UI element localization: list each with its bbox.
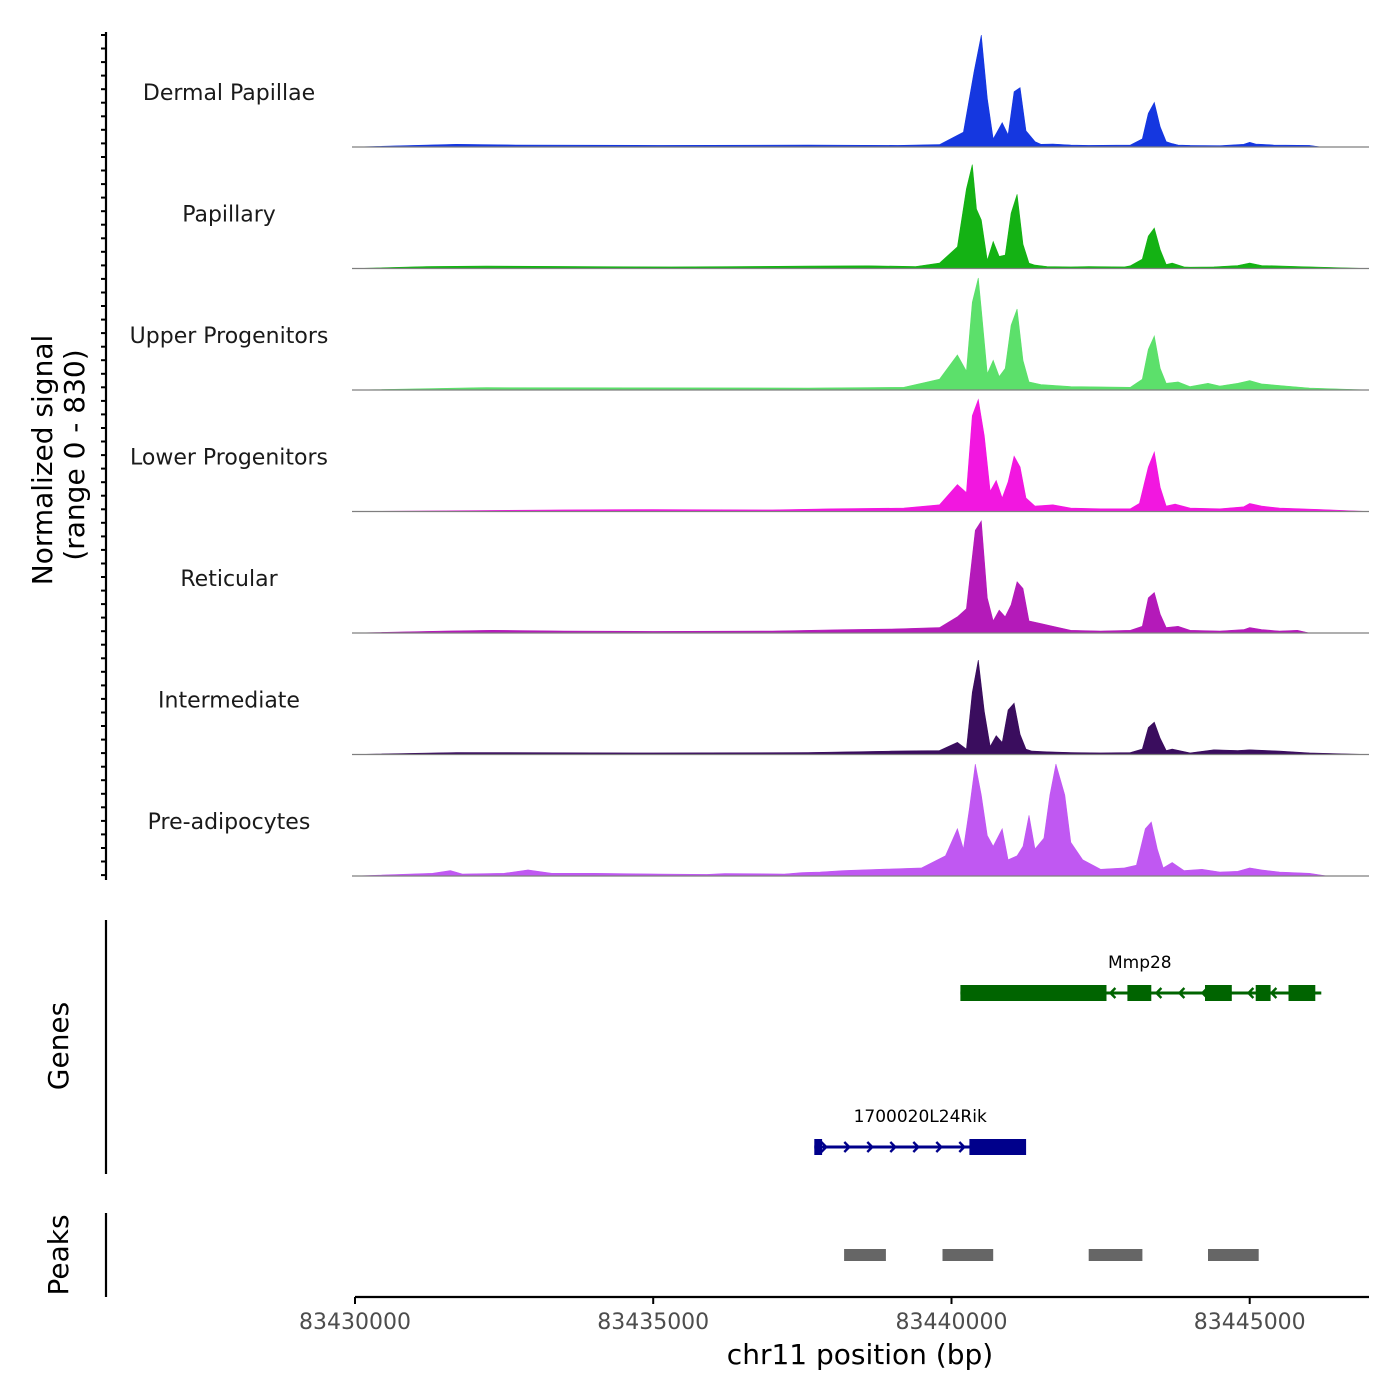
track-label: Papillary (182, 203, 276, 228)
track-label: Lower Progenitors (130, 446, 328, 471)
strand-arrow (935, 1141, 943, 1153)
x-tick-label: 83445000 (1194, 1310, 1306, 1335)
signal-area-papillary (354, 164, 1370, 269)
strand-arrow (1269, 987, 1278, 999)
gene-exon (1255, 985, 1271, 1001)
signal-area-intermediate (354, 659, 1370, 755)
y-axis-title: Normalized signal (26, 335, 59, 586)
signal-area-reticular (354, 520, 1369, 634)
signal-area-lower-progenitors (354, 398, 1370, 512)
gene-exon (1205, 985, 1232, 1001)
peak-region (942, 1249, 994, 1261)
strand-arrow (889, 1141, 897, 1153)
signal-axis-ticks (101, 34, 106, 877)
gene-exon (1288, 985, 1316, 1001)
peak-region (1088, 1249, 1143, 1261)
signal-area-upper-progenitors (354, 277, 1370, 391)
signal-area-dermal-papillae (354, 34, 1369, 148)
gene-exon (814, 1139, 823, 1155)
gene-coding-block (969, 1139, 1027, 1155)
signal-tracks: Dermal Papillae Papillary Upper Progenitor… (130, 34, 1370, 877)
track-label: Intermediate (158, 689, 300, 714)
gene-label: 1700020L24Rik (854, 1107, 987, 1127)
gene-coding-block (960, 985, 1107, 1001)
signal-area-pre-adipocytes (354, 763, 1369, 877)
track-label: Upper Progenitors (130, 324, 329, 349)
peak-track (844, 1249, 1259, 1261)
x-tick-label: 83435000 (597, 1310, 709, 1335)
peaks-panel-title: Peaks (42, 1214, 75, 1295)
strand-arrow (866, 1141, 874, 1153)
track-label: Pre-adipocytes (148, 810, 311, 835)
strand-arrow (1154, 987, 1163, 999)
peak-region (1208, 1249, 1259, 1261)
strand-arrow (912, 1141, 920, 1153)
strand-arrow (958, 1141, 966, 1153)
strand-arrow (843, 1141, 851, 1153)
x-tick-label: 83430000 (299, 1310, 411, 1335)
strand-arrow (820, 1141, 828, 1153)
x-tick-label: 83440000 (896, 1310, 1008, 1335)
strand-arrow (1177, 987, 1186, 999)
strand-arrow (1246, 987, 1255, 999)
genes-panel-title: Genes (42, 1002, 75, 1090)
strand-arrow (1108, 987, 1117, 999)
gene-label: Mmp28 (1108, 953, 1172, 973)
x-axis-ticks: 83430000 83435000 83440000 83445000 (299, 1297, 1306, 1335)
peak-region (844, 1249, 886, 1261)
track-label: Dermal Papillae (143, 81, 315, 106)
gene-track: Mmp28 1700020L24Rik (814, 953, 1322, 1155)
y-axis-range: (range 0 - 830) (58, 349, 91, 560)
gene-exon (1127, 985, 1152, 1001)
track-label: Reticular (180, 567, 278, 592)
x-axis-title: chr11 position (bp) (727, 1338, 993, 1371)
